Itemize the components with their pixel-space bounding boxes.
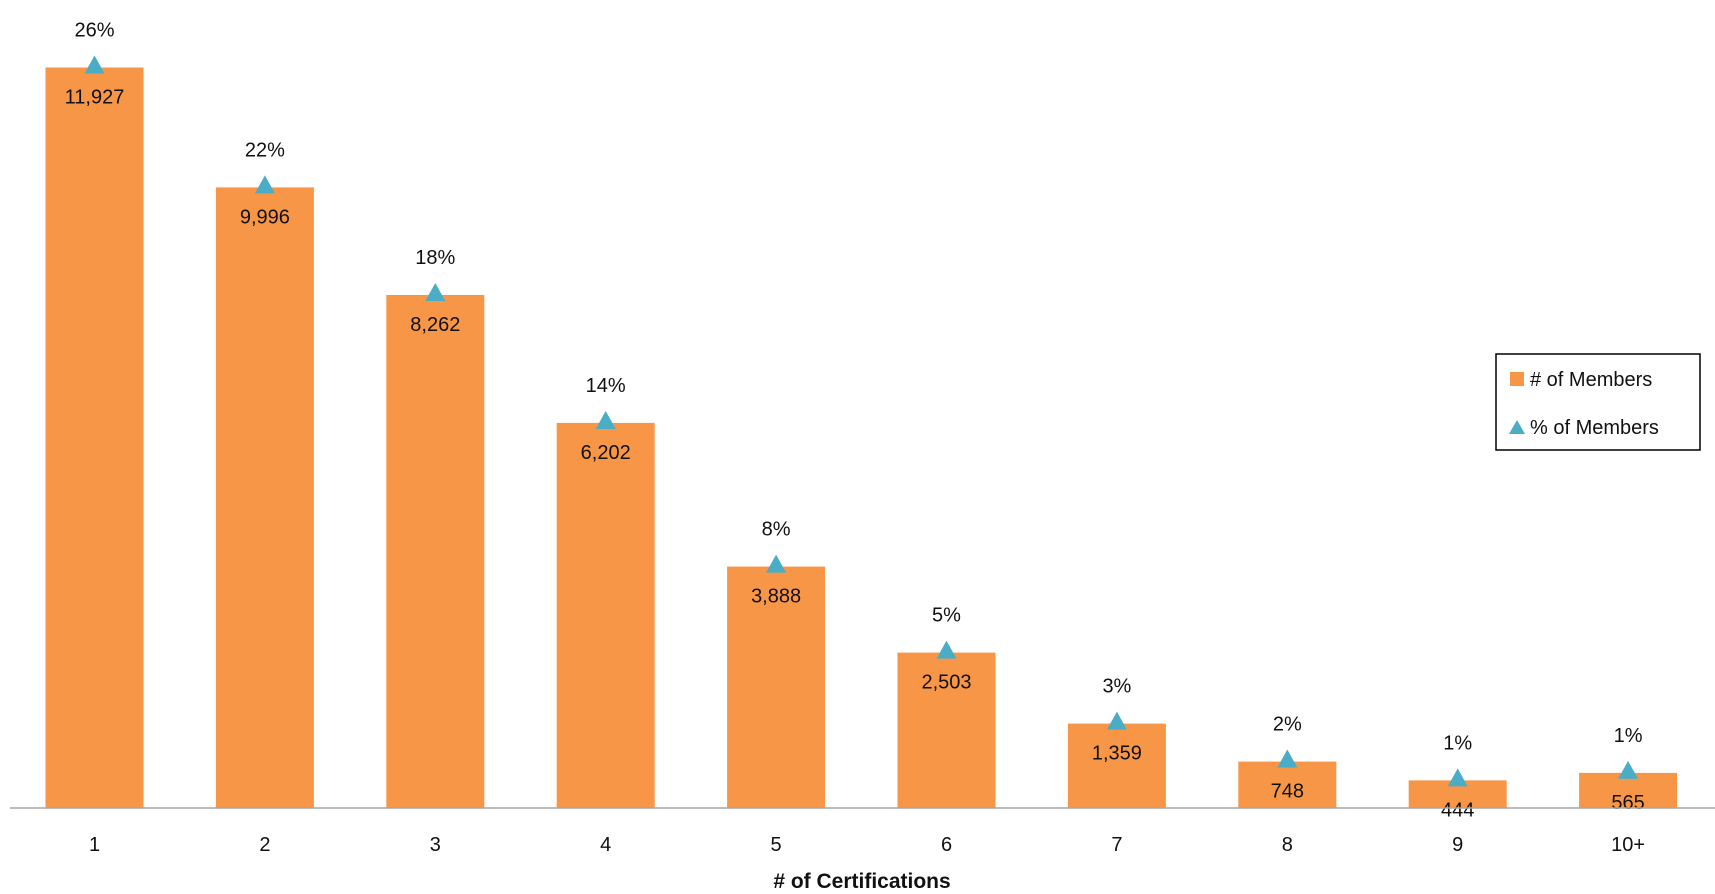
x-tick-label-1: 1 — [89, 834, 100, 856]
bar-1 — [45, 67, 144, 808]
percent-marker-4 — [595, 410, 616, 429]
bar-value-label-10+: 565 — [1611, 792, 1644, 814]
bar-6 — [897, 652, 996, 808]
percent-marker-5 — [766, 554, 787, 573]
percent-label-7: 3% — [1102, 676, 1131, 698]
x-tick-label-8: 8 — [1282, 834, 1293, 856]
percent-label-3: 18% — [415, 247, 455, 269]
legend-box — [1495, 353, 1701, 451]
percent-marker-3 — [425, 283, 446, 302]
bar-value-label-9: 444 — [1441, 799, 1474, 821]
bar-labels-layer: 11,927 9,996 8,262 6,202 3,888 2,503 1,359 748 4… — [65, 87, 1645, 822]
percent-marker-8 — [1277, 749, 1298, 768]
legend: # of Members % of Members — [1495, 353, 1701, 451]
x-tick-labels: 1 2 3 4 5 6 7 8 9 10+ — [89, 834, 1645, 856]
percent-marker-2 — [254, 175, 275, 194]
x-tick-label-6: 6 — [941, 834, 952, 856]
bar-value-label-4: 6,202 — [581, 442, 631, 464]
bar-8 — [1238, 761, 1337, 808]
bar-value-label-5: 3,888 — [751, 586, 801, 608]
legend-triangle-swatch — [1509, 420, 1525, 434]
bar-4 — [556, 422, 655, 808]
percent-marker-1 — [84, 55, 105, 74]
percent-label-9: 1% — [1443, 732, 1472, 754]
bar-2 — [215, 187, 314, 808]
percent-label-10+: 1% — [1614, 725, 1643, 747]
bar-5 — [727, 566, 826, 808]
x-axis-title: # of Certifications — [773, 870, 950, 893]
percent-label-8: 2% — [1273, 714, 1302, 736]
percent-label-5: 8% — [762, 519, 791, 541]
percent-label-1: 26% — [74, 20, 114, 42]
legend-bar-swatch — [1510, 372, 1524, 386]
percent-label-2: 22% — [245, 139, 285, 161]
bars-layer — [45, 67, 1678, 808]
x-tick-label-7: 7 — [1111, 834, 1122, 856]
x-tick-label-4: 4 — [600, 834, 611, 856]
percent-marker-9 — [1447, 768, 1468, 787]
markers-layer — [84, 55, 1639, 787]
percent-marker-7 — [1106, 711, 1127, 730]
bar-3 — [386, 295, 485, 808]
percent-labels-layer: 26% 22% 18% 14% 8% 5% 3% 2% 1% 1% — [74, 20, 1642, 755]
x-tick-label-10+: 10+ — [1611, 834, 1645, 856]
bar-value-label-2: 9,996 — [240, 206, 290, 228]
percent-label-6: 5% — [932, 605, 961, 627]
bar-value-label-3: 8,262 — [410, 314, 460, 336]
bar-7 — [1067, 723, 1166, 808]
legend-bar-label: # of Members — [1530, 369, 1652, 391]
percent-marker-10+ — [1618, 760, 1639, 779]
legend-marker-label: % of Members — [1530, 417, 1659, 439]
x-tick-label-5: 5 — [771, 834, 782, 856]
bar-value-label-6: 2,503 — [921, 672, 971, 694]
percent-marker-6 — [936, 640, 957, 659]
bar-value-label-8: 748 — [1271, 781, 1304, 803]
x-tick-label-3: 3 — [430, 834, 441, 856]
bar-value-label-1: 11,927 — [65, 87, 125, 109]
bar-value-label-7: 1,359 — [1092, 743, 1142, 765]
x-tick-label-9: 9 — [1452, 834, 1463, 856]
x-tick-label-2: 2 — [259, 834, 270, 856]
percent-label-4: 14% — [586, 375, 626, 397]
